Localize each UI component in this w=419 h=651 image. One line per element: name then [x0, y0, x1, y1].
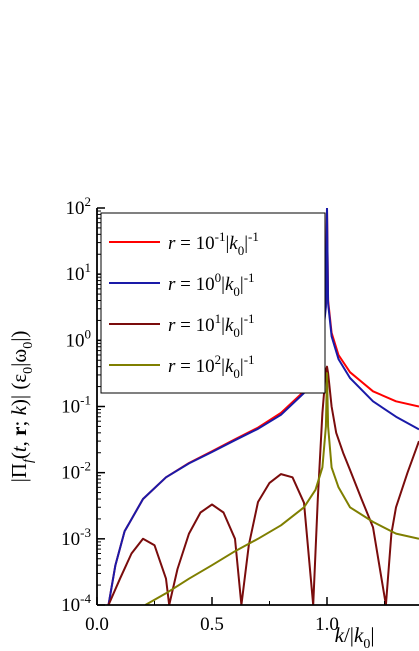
legend-entry-3: r = 102|k0|-1 — [168, 352, 255, 381]
axes: 102 101 100 10-1 10-2 10-3 10-40.0 0.5 1.0 — [61, 194, 419, 635]
series-line-3 — [144, 372, 419, 605]
x-tick-label: 0.0 — [85, 614, 109, 635]
axis-titles: k/|k0| |Πf(t, r; k)| (ε0|ω0|) — [7, 331, 375, 651]
legend-entry-2: r = 101|k0|-1 — [168, 311, 255, 340]
legend-entry-1: r = 100|k0|-1 — [168, 270, 255, 299]
legend: r = 10-1|k0|-1 r = 100|k0|-1 r = 101|k0|-1… — [100, 212, 326, 394]
y-tick-label: 10-4 — [61, 591, 91, 616]
y-axis-title: |Πf(t, r; k)| (ε0|ω0|) — [7, 331, 36, 483]
y-tick-label: 10-1 — [61, 393, 91, 418]
x-axis-title: k/|k0| — [335, 623, 375, 651]
series-line-2 — [107, 365, 419, 605]
y-tick-label: 10-3 — [61, 525, 91, 550]
x-tick-label: 0.5 — [200, 614, 224, 635]
x-tick-label: 1.0 — [315, 614, 339, 635]
y-tick-label: 101 — [66, 260, 92, 285]
y-tick-label: 10-2 — [61, 459, 91, 484]
y-tick-label: 100 — [66, 326, 92, 351]
y-tick-label: 102 — [66, 194, 92, 219]
legend-entry-0: r = 10-1|k0|-1 — [168, 229, 259, 258]
